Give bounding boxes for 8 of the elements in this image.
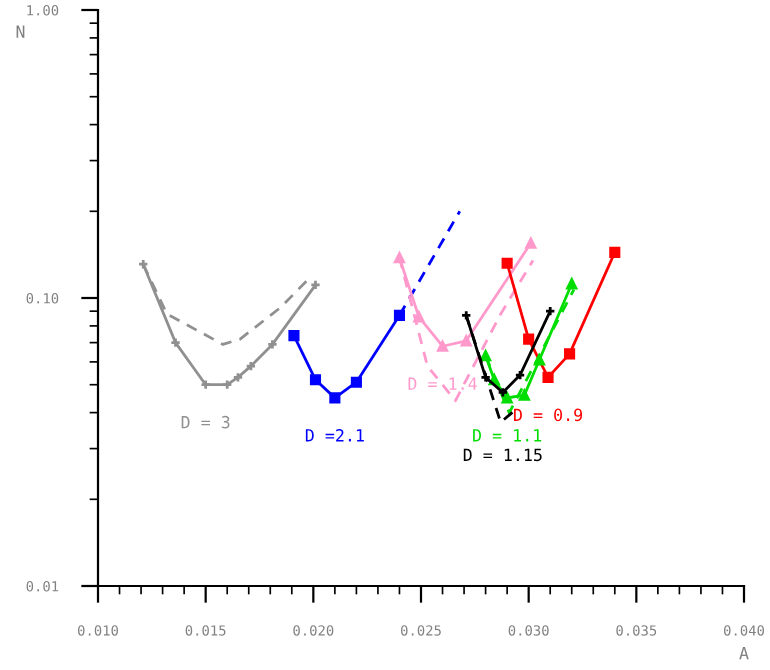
series-label: D =2.1	[305, 429, 364, 442]
text: D = 1.15	[463, 448, 542, 462]
y-axis-title: N	[16, 25, 25, 38]
series-label: D = 3	[181, 415, 230, 429]
series-label: D = 0.9	[514, 408, 583, 422]
x-axis-title: A	[739, 647, 749, 660]
series-label: D = 1.1	[473, 429, 542, 442]
series-label: D = 1.4	[408, 377, 477, 390]
